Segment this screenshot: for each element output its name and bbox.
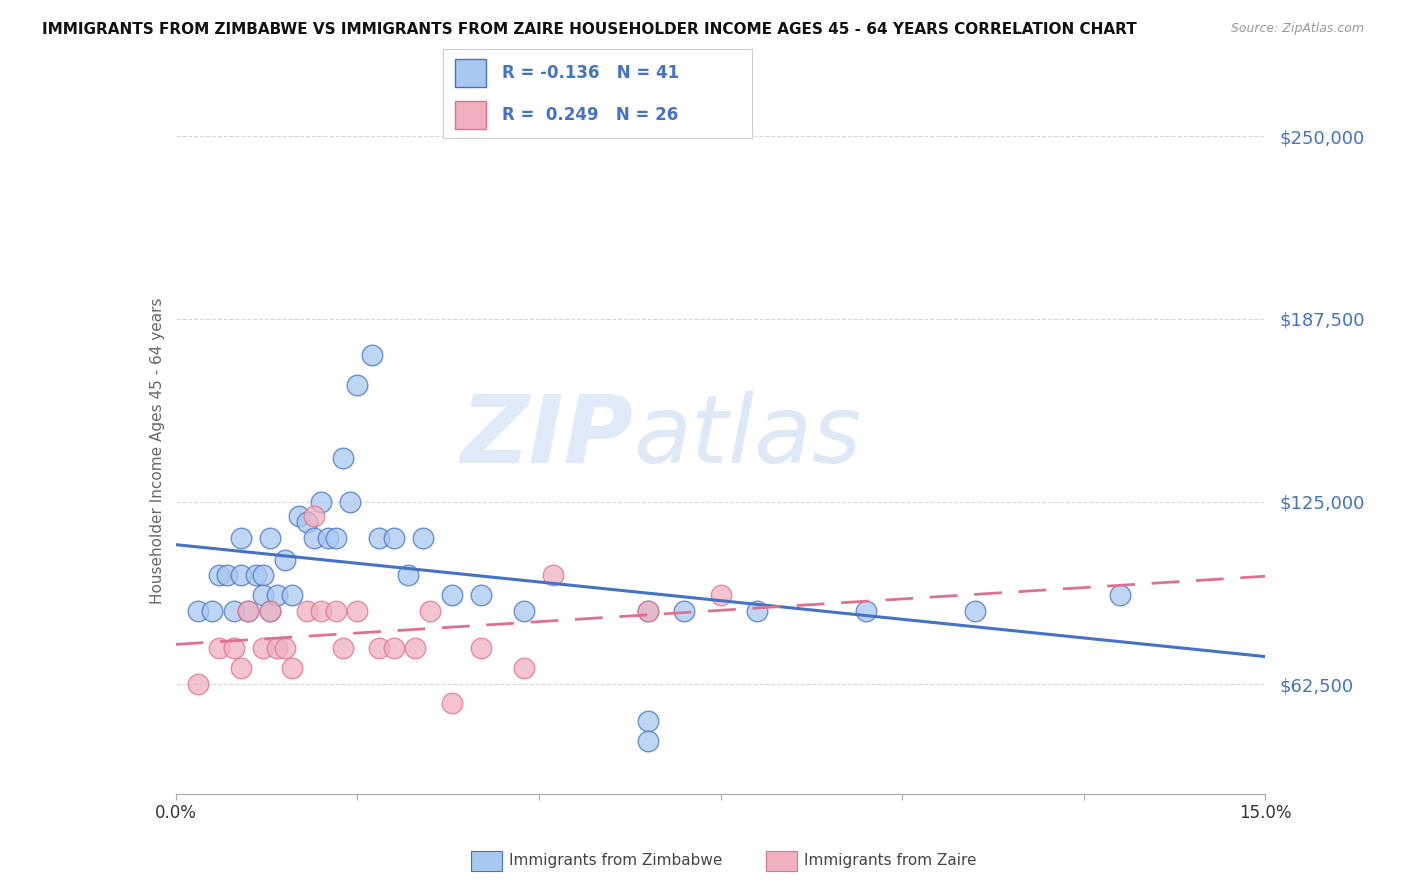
Point <box>346 604 368 618</box>
Point <box>201 604 224 618</box>
Point <box>368 640 391 655</box>
Point <box>963 604 986 618</box>
Point <box>368 531 391 545</box>
Point <box>281 661 304 675</box>
Point <box>238 604 260 618</box>
Point <box>259 531 281 545</box>
Bar <box>456 59 486 87</box>
Point <box>637 604 659 618</box>
Point <box>1109 588 1132 602</box>
Point <box>222 604 245 618</box>
Point <box>412 531 434 545</box>
Point <box>325 531 347 545</box>
Point <box>855 604 877 618</box>
Point <box>470 640 492 655</box>
Point <box>259 604 281 618</box>
Point <box>259 604 281 618</box>
Point <box>440 588 463 602</box>
Point <box>382 640 405 655</box>
Point <box>710 588 733 602</box>
Point <box>186 677 209 691</box>
Point <box>637 714 659 728</box>
Point <box>332 450 354 465</box>
Point <box>309 604 332 618</box>
Point <box>339 494 361 508</box>
Point <box>288 509 311 524</box>
Point <box>186 604 209 618</box>
Point <box>238 604 260 618</box>
Text: ZIP: ZIP <box>461 391 633 483</box>
Text: atlas: atlas <box>633 392 862 483</box>
Point <box>274 553 297 567</box>
Point <box>295 604 318 618</box>
Point <box>208 567 231 582</box>
Point <box>470 588 492 602</box>
Point <box>231 531 253 545</box>
Point <box>222 640 245 655</box>
Point <box>637 604 659 618</box>
Point <box>440 696 463 710</box>
Point <box>346 377 368 392</box>
Point <box>745 604 768 618</box>
Point <box>543 567 565 582</box>
Point <box>231 661 253 675</box>
Point <box>419 604 441 618</box>
Point <box>208 640 231 655</box>
Point <box>215 567 238 582</box>
Point <box>295 515 318 529</box>
Point <box>309 494 332 508</box>
Text: Immigrants from Zimbabwe: Immigrants from Zimbabwe <box>509 854 723 868</box>
Point <box>252 588 274 602</box>
Text: Immigrants from Zaire: Immigrants from Zaire <box>804 854 977 868</box>
Point <box>325 604 347 618</box>
Text: Source: ZipAtlas.com: Source: ZipAtlas.com <box>1230 22 1364 36</box>
Point <box>245 567 267 582</box>
Point <box>360 349 382 363</box>
Bar <box>456 101 486 129</box>
Point <box>302 531 325 545</box>
Y-axis label: Householder Income Ages 45 - 64 years: Householder Income Ages 45 - 64 years <box>149 297 165 604</box>
Point <box>396 567 419 582</box>
Point <box>302 509 325 524</box>
Point <box>266 640 288 655</box>
Point <box>231 567 253 582</box>
Point <box>513 661 536 675</box>
Point <box>281 588 304 602</box>
Text: IMMIGRANTS FROM ZIMBABWE VS IMMIGRANTS FROM ZAIRE HOUSEHOLDER INCOME AGES 45 - 6: IMMIGRANTS FROM ZIMBABWE VS IMMIGRANTS F… <box>42 22 1137 37</box>
Point <box>382 531 405 545</box>
Point <box>318 531 340 545</box>
Point <box>266 588 288 602</box>
Point <box>405 640 427 655</box>
Point <box>513 604 536 618</box>
Point <box>332 640 354 655</box>
Text: R = -0.136   N = 41: R = -0.136 N = 41 <box>502 64 679 82</box>
Point <box>637 734 659 748</box>
Point <box>274 640 297 655</box>
Point <box>673 604 696 618</box>
Text: R =  0.249   N = 26: R = 0.249 N = 26 <box>502 106 678 124</box>
Point <box>252 640 274 655</box>
Point <box>252 567 274 582</box>
